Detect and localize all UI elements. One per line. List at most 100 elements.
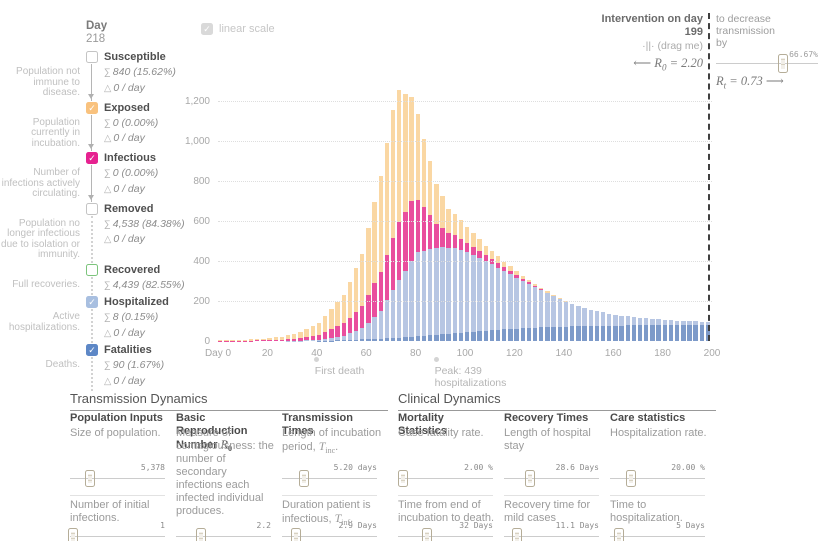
slider-track[interactable] (610, 469, 705, 487)
chart-bar[interactable] (545, 291, 550, 341)
chart-bar[interactable] (674, 320, 680, 341)
chart-bar[interactable] (526, 279, 532, 341)
legend-checkbox-recovered[interactable] (86, 263, 98, 276)
slider-handle[interactable] (291, 527, 302, 541)
chart-bar[interactable] (569, 303, 575, 341)
slider-track[interactable] (67, 527, 165, 541)
chart-bar[interactable] (378, 175, 383, 341)
chart-bar[interactable] (427, 161, 433, 341)
chart-bar[interactable] (619, 315, 624, 341)
chart-bar[interactable] (403, 93, 408, 341)
legend-checkbox-removed[interactable] (86, 202, 98, 215)
chart-bar[interactable] (520, 275, 525, 341)
slider-handle[interactable] (613, 527, 624, 541)
chart-bar[interactable] (353, 268, 359, 341)
chart-bar[interactable] (594, 311, 600, 341)
chart-bar[interactable] (310, 325, 315, 341)
chart-bar[interactable] (650, 318, 655, 341)
chart-bar[interactable] (582, 307, 587, 341)
chart-bar[interactable] (329, 309, 334, 341)
slider-handle[interactable] (524, 469, 535, 487)
slider-track[interactable] (398, 527, 493, 541)
slider-track[interactable] (504, 469, 599, 487)
chart-bar[interactable] (681, 320, 686, 341)
intervention-drag-handle[interactable]: ·||· (drag me) (533, 40, 703, 52)
chart-bar[interactable] (600, 312, 606, 341)
linear-scale-toggle[interactable]: ✓ linear scale (201, 23, 275, 35)
chart-bar[interactable] (514, 271, 519, 341)
chart-bar[interactable] (322, 316, 328, 341)
slider-track[interactable] (397, 469, 493, 487)
chart-bar[interactable] (483, 245, 488, 341)
chart-bar[interactable] (397, 89, 402, 341)
slider-handle[interactable] (512, 527, 523, 541)
chart-bar[interactable] (285, 335, 291, 341)
chart-bar[interactable] (576, 305, 581, 341)
chart-bar[interactable] (631, 317, 637, 341)
chart-bar[interactable] (563, 301, 569, 341)
chart-bar[interactable] (366, 228, 371, 341)
chart-bar[interactable] (699, 321, 705, 341)
chart-bar[interactable] (613, 314, 618, 341)
slider-handle[interactable] (422, 527, 433, 541)
chart-bar[interactable] (465, 227, 470, 341)
chart-bar[interactable] (539, 288, 544, 341)
chart-bar[interactable] (495, 256, 501, 341)
slider-handle[interactable] (84, 469, 95, 487)
chart-bar[interactable] (532, 283, 538, 341)
chart-bar[interactable] (218, 340, 223, 341)
chart-bar[interactable] (224, 340, 229, 341)
chart-bar[interactable] (588, 309, 593, 341)
chart-bar[interactable] (292, 334, 297, 341)
chart-bar[interactable] (230, 340, 235, 341)
chart-bar[interactable] (551, 294, 556, 341)
chart-bar[interactable] (409, 97, 414, 341)
chart-bar[interactable] (508, 266, 513, 341)
chart-bar[interactable] (440, 195, 445, 341)
chart-bar[interactable] (279, 336, 285, 341)
chart-bar[interactable] (477, 239, 482, 341)
chart-bar[interactable] (242, 339, 248, 341)
slider-track[interactable] (504, 527, 599, 541)
slider-track[interactable] (176, 527, 271, 541)
legend-checkbox-susceptible[interactable] (86, 51, 98, 63)
slider-track[interactable] (282, 527, 377, 541)
chart-bar[interactable] (347, 281, 353, 341)
chart-bar[interactable] (298, 331, 303, 341)
chart-bar[interactable] (267, 338, 272, 341)
chart-bar[interactable] (384, 142, 390, 341)
chart-bar[interactable] (304, 328, 309, 341)
chart-bar[interactable] (644, 318, 649, 341)
chart-bar[interactable] (446, 208, 451, 341)
slider-handle[interactable] (67, 527, 78, 541)
chart-bar[interactable] (656, 319, 661, 341)
chart-bar[interactable] (341, 295, 346, 341)
intervention-line[interactable] (708, 13, 710, 341)
chart-bar[interactable] (316, 322, 322, 341)
chart-bar[interactable] (607, 313, 612, 341)
chart-bar[interactable] (236, 339, 241, 341)
chart-bar[interactable] (415, 114, 420, 341)
slider-handle[interactable] (298, 469, 309, 487)
chart-bar[interactable] (273, 337, 278, 341)
chart-bar[interactable] (335, 302, 340, 341)
chart-bar[interactable] (687, 321, 692, 341)
chart-bar[interactable] (502, 261, 507, 341)
slider-handle[interactable] (195, 527, 206, 541)
chart-bar[interactable] (255, 339, 260, 341)
chart-bar[interactable] (662, 319, 667, 341)
chart-bar[interactable] (668, 320, 674, 341)
chart-bar[interactable] (261, 338, 266, 341)
chart-bar[interactable] (360, 254, 365, 341)
chart-bar[interactable] (434, 183, 439, 341)
linear-scale-checkbox[interactable]: ✓ (201, 23, 213, 35)
chart-bar[interactable] (390, 110, 396, 341)
slider-track[interactable] (70, 469, 165, 487)
chart-bar[interactable] (557, 298, 562, 341)
slider-handle[interactable] (397, 469, 408, 487)
chart-bar[interactable] (625, 316, 630, 341)
decrease-slider-track[interactable] (716, 53, 818, 73)
legend-checkbox-fatalities[interactable]: ✓ (86, 344, 98, 356)
chart-bar[interactable] (452, 213, 458, 341)
chart-bar[interactable] (693, 321, 698, 341)
